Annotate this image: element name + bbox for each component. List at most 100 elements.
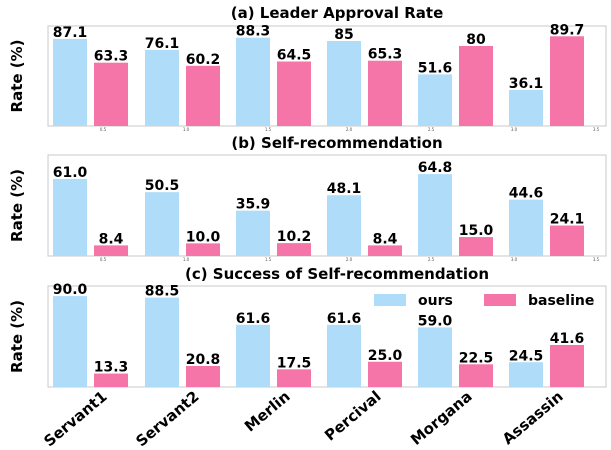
category-label: Assassin (499, 387, 567, 448)
panel-1-bar-baseline (94, 62, 128, 126)
panel-3-bar-ours (327, 324, 361, 387)
panel-2-tick-label: 0.5 (100, 257, 107, 262)
category-label: Merlin (241, 387, 294, 435)
panel-3-bar-ours (418, 327, 452, 387)
panel-3-bar-baseline (368, 361, 402, 387)
legend-label-baseline: baseline (528, 293, 594, 309)
panel-3-bar-ours (53, 296, 87, 387)
panel-2-bar-ours (509, 199, 543, 256)
panel-3-value-label: 20.8 (186, 352, 221, 368)
panel-2-tick-label: 3.5 (593, 257, 600, 262)
panel-1-tick-label: 3.0 (511, 127, 518, 132)
panel-2-bar-ours (418, 174, 452, 256)
panel-2-bar-ours (327, 195, 361, 256)
panel-2-bar-baseline (550, 225, 584, 256)
panel-3-value-label: 41.6 (550, 331, 585, 347)
panel-1-bar-ours (53, 38, 87, 126)
panel-1-tick-label: 3.5 (593, 127, 600, 132)
panel-2-title: (b) Self-recommendation (231, 134, 442, 152)
panel-1-value-label: 89.7 (550, 22, 585, 38)
panel-2-bar-baseline (459, 237, 493, 256)
panel-2-bar-ours (145, 192, 179, 256)
panel-1-bar-ours (236, 37, 270, 127)
panel-2-value-label: 8.4 (373, 231, 398, 247)
panel-1-bar-baseline (277, 61, 311, 126)
panel-2-value-label: 61.0 (53, 165, 88, 181)
panel-1-value-label: 60.2 (186, 52, 221, 68)
panel-1-bar-ours (509, 89, 543, 126)
panel-2-tick-label: 2.0 (346, 257, 353, 262)
panel-3-title: (c) Success of Self-recommendation (185, 265, 489, 283)
panel-2-value-label: 15.0 (459, 223, 494, 239)
panel-3-bar-baseline (186, 365, 220, 387)
panel-3-value-label: 59.0 (418, 313, 453, 329)
panel-1-value-label: 80 (466, 32, 486, 48)
panel-2-value-label: 8.4 (99, 231, 124, 247)
panel-3-bar-ours (236, 324, 270, 387)
panel-2-value-label: 10.0 (186, 229, 221, 245)
panel-2-bar-ours (236, 210, 270, 256)
panel-3-value-label: 90.0 (53, 282, 88, 298)
panel-3-bar-baseline (94, 373, 128, 387)
panel-3-bar-baseline (277, 369, 311, 387)
category-label: Percival (321, 387, 384, 444)
panel-2-value-label: 50.5 (145, 178, 180, 194)
panel-3-value-label: 17.5 (277, 355, 312, 371)
panel-1-bar-baseline (459, 46, 493, 126)
panel-1-bar-ours (418, 74, 452, 126)
panel-2-bar-baseline (368, 245, 402, 256)
panel-1-value-label: 36.1 (509, 76, 544, 92)
panel-1-tick-label: 1.5 (265, 127, 272, 132)
panel-1-tick-label: 1.0 (183, 127, 190, 132)
panel-1-tick-label: 2.0 (346, 127, 353, 132)
panel-2-ylabel: Rate (%) (8, 169, 26, 242)
legend-label-ours: ours (418, 293, 453, 309)
panel-3-value-label: 13.3 (94, 360, 129, 376)
panel-1-value-label: 51.6 (418, 60, 453, 76)
panel-3-value-label: 24.5 (509, 348, 544, 364)
panel-1-tick-label: 0.5 (100, 127, 107, 132)
panel-2-tick-label: 1.5 (265, 257, 272, 262)
panel-2-value-label: 24.1 (550, 212, 585, 228)
panel-1-bar-ours (327, 41, 361, 126)
panel-2-value-label: 48.1 (327, 181, 362, 197)
panel-3-bar-ours (145, 297, 179, 387)
panel-2-tick-label: 3.0 (511, 257, 518, 262)
panel-1-bar-baseline (550, 36, 584, 126)
panel-1-value-label: 85 (334, 27, 353, 43)
panel-1-value-label: 88.3 (236, 24, 271, 40)
panel-2-value-label: 44.6 (509, 186, 544, 202)
panel-3-ylabel: Rate (%) (8, 300, 26, 373)
panel-2-tick-label: 2.5 (428, 257, 435, 262)
panel-3-bar-ours (509, 362, 543, 387)
panel-3-value-label: 88.5 (145, 284, 180, 300)
panel-3-bar-baseline (550, 344, 584, 387)
panel-1-value-label: 76.1 (145, 36, 180, 52)
panel-1-title: (a) Leader Approval Rate (231, 4, 444, 22)
panel-2-tick-label: 1.0 (183, 257, 190, 262)
legend-swatch-ours (374, 294, 406, 306)
panel-2-bar-ours (53, 178, 87, 256)
panel-1-value-label: 87.1 (53, 25, 88, 41)
panel-2-value-label: 64.8 (418, 160, 453, 176)
category-label: Servant1 (40, 387, 110, 450)
panel-3-value-label: 25.0 (368, 348, 403, 364)
panel-1-value-label: 64.5 (277, 48, 312, 64)
panel-1-ylabel: Rate (%) (8, 40, 26, 113)
panel-3-value-label: 61.6 (236, 311, 271, 327)
panel-1-bar-baseline (186, 65, 220, 126)
panel-3-value-label: 61.6 (327, 311, 362, 327)
panel-2-bar-baseline (277, 243, 311, 256)
legend-swatch-baseline (484, 294, 516, 306)
panel-3-value-label: 22.5 (459, 350, 494, 366)
panel-2-value-label: 35.9 (236, 197, 271, 213)
panel-1-bar-baseline (368, 60, 402, 127)
panel-1-bar-ours (145, 49, 179, 126)
panel-1-tick-label: 2.5 (428, 127, 435, 132)
panel-1-value-label: 63.3 (94, 49, 129, 65)
panel-2-value-label: 10.2 (277, 229, 312, 245)
category-label: Servant2 (132, 387, 202, 450)
panel-2-bar-baseline (94, 245, 128, 256)
panel-2-bar-baseline (186, 243, 220, 256)
